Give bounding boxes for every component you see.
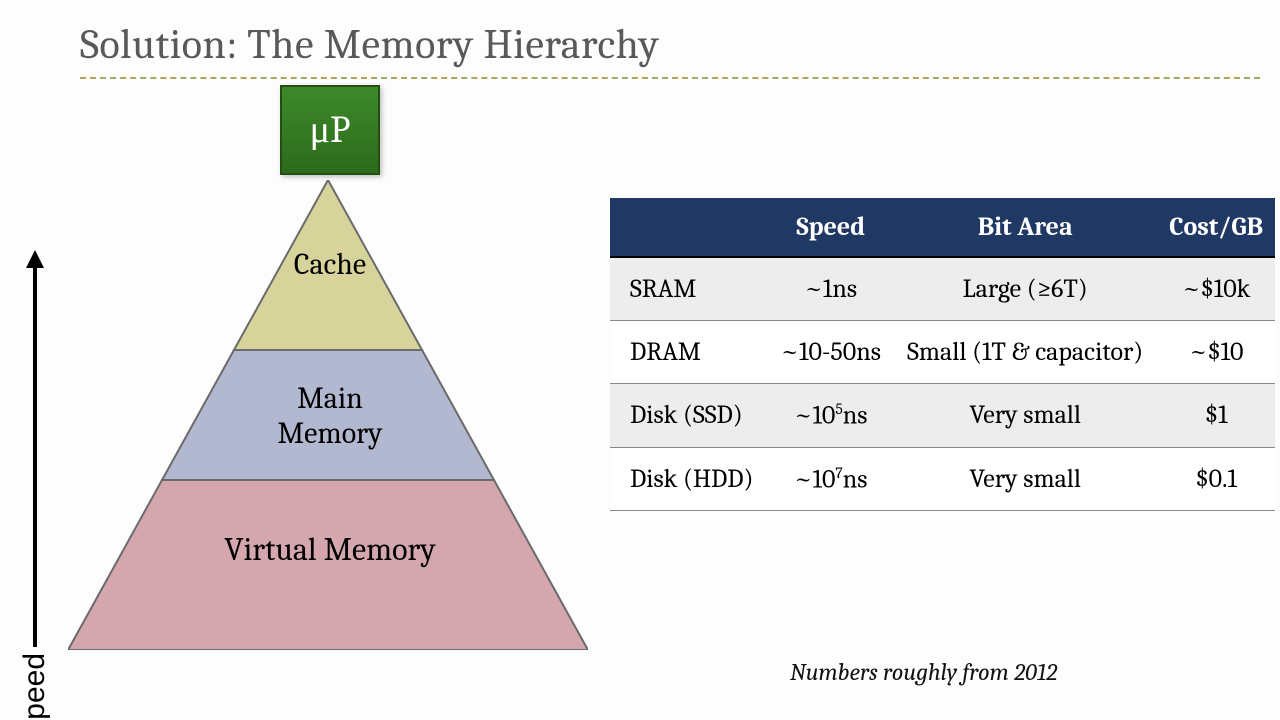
table-cell: ~$10 — [1157, 321, 1275, 384]
table-cell: ~105ns — [769, 384, 893, 448]
table-cell: Large (≥6T) — [893, 257, 1158, 321]
table-row: DRAM~10-50nsSmall (1T & capacitor)~$10 — [610, 321, 1275, 384]
slide: Solution: The Memory Hierarchy μP Speed … — [0, 0, 1280, 720]
speed-axis: Speed — [18, 250, 52, 720]
table-row: SRAM~1nsLarge (≥6T)~$10k — [610, 257, 1275, 321]
table-caption: Numbers roughly from 2012 — [790, 658, 1057, 686]
table-cell: Very small — [893, 384, 1158, 448]
cpu-label: μP — [310, 108, 351, 152]
table-cell: Disk (SSD) — [610, 384, 769, 448]
table-cell: SRAM — [610, 257, 769, 321]
table-cell: ~10-50ns — [769, 321, 893, 384]
table-cell: Disk (HDD) — [610, 447, 769, 511]
table-cell: $1 — [1157, 384, 1275, 448]
table-header-1: Speed — [769, 198, 893, 257]
table-cell: $0.1 — [1157, 447, 1275, 511]
table-header-2: Bit Area — [893, 198, 1158, 257]
pyramid-label-2: Virtual Memory — [200, 531, 460, 568]
table-cell: DRAM — [610, 321, 769, 384]
slide-title: Solution: The Memory Hierarchy — [80, 20, 1280, 69]
arrow-shaft — [33, 267, 37, 647]
table-row: Disk (SSD)~105nsVery small$1 — [610, 384, 1275, 448]
pyramid-label-1: MainMemory — [200, 381, 460, 451]
table-row: Disk (HDD)~107nsVery small$0.1 — [610, 447, 1275, 511]
table-cell: Small (1T & capacitor) — [893, 321, 1158, 384]
table-cell: Very small — [893, 447, 1158, 511]
table-cell: ~107ns — [769, 447, 893, 511]
table-cell: ~$10k — [1157, 257, 1275, 321]
table-cell: ~1ns — [769, 257, 893, 321]
arrow-up-icon — [26, 250, 44, 268]
cpu-box: μP — [280, 85, 380, 175]
comparison-table: SpeedBit AreaCost/GB SRAM~1nsLarge (≥6T)… — [610, 198, 1275, 511]
table-header-0 — [610, 198, 769, 257]
speed-axis-label: Speed — [18, 653, 52, 720]
table-header-3: Cost/GB — [1157, 198, 1275, 257]
title-divider — [80, 77, 1260, 79]
pyramid-label-0: Cache — [200, 247, 460, 282]
